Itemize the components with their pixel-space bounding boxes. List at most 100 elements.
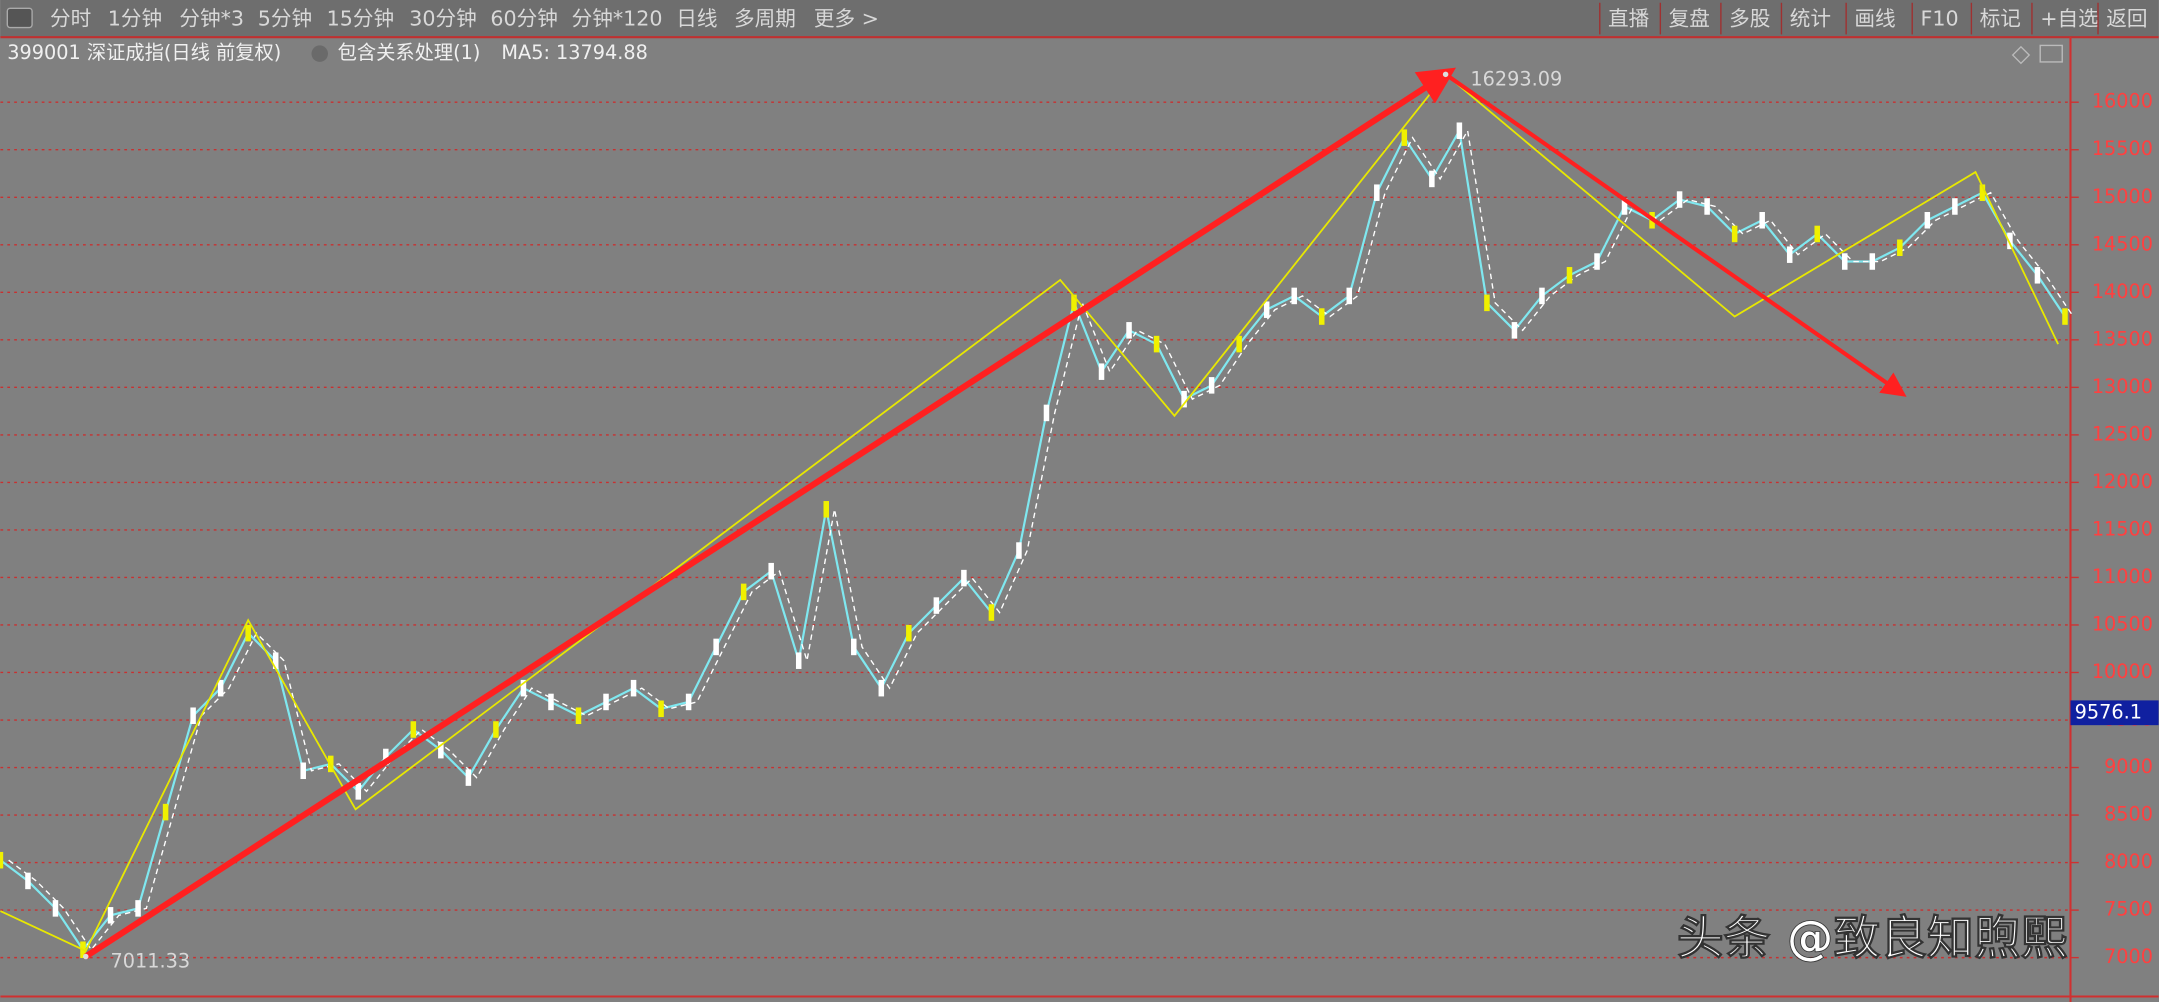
candle [1456,122,1463,139]
candle [25,872,31,890]
annotation-point [1442,71,1449,78]
candle [1897,239,1903,256]
y-tick-label: 8000 [2104,850,2153,873]
period-tab[interactable]: 5分钟 [258,6,312,30]
candle [1759,212,1765,229]
candle [245,624,251,642]
candle [1952,198,1958,215]
candle [1621,198,1628,215]
candle [1511,322,1518,339]
tool-tab[interactable]: F10 [1920,6,1958,30]
y-tick-label: 8500 [2104,803,2153,826]
candle [961,569,967,587]
y-tick-label: 12000 [2092,470,2153,493]
y-tick-label: 15000 [2092,185,2153,208]
candle [410,721,417,738]
period-tab[interactable]: 分时 [50,6,91,30]
current-price-box [2070,700,2159,726]
y-tick-label: 14000 [2092,280,2153,303]
candle [988,604,995,621]
zigzag-line [0,73,2059,953]
candle [1484,294,1490,312]
candle [355,783,362,800]
candle [1346,287,1353,305]
candle [1924,212,1931,229]
period-tab[interactable]: 1分钟 [108,6,162,30]
tool-tab[interactable]: 统计 [1790,6,1831,30]
tool-tab[interactable]: 多股 [1729,6,1770,30]
ma-line [8,128,2074,951]
trend-arrow [1444,72,1907,397]
candle [1263,301,1270,318]
candle [658,700,664,718]
candle [1401,129,1408,146]
candle [1704,198,1710,215]
period-tab[interactable]: 60分钟 [490,6,558,30]
tool-tab[interactable]: 复盘 [1669,6,1710,30]
candle [1566,267,1573,284]
period-tab[interactable]: 30分钟 [409,6,477,30]
period-tab[interactable]: 15分钟 [327,6,395,30]
candle [1016,542,1022,559]
candle [548,693,554,711]
diamond-icon[interactable] [2011,45,2031,65]
candle [1676,191,1683,208]
candle [685,693,692,711]
period-tab[interactable]: 日线 [676,6,717,30]
y-tick-label: 12500 [2092,422,2153,445]
candle [135,900,141,917]
y-tick-label: 10500 [2092,612,2153,635]
candle [1208,377,1215,394]
candle [162,803,169,821]
candle [906,624,912,642]
candle [465,769,472,786]
candle [851,638,857,656]
annotation: 7011.33 [111,950,191,973]
tool-tab[interactable]: 直播 [1608,6,1650,30]
candle [2007,232,2013,250]
tool-tab[interactable]: +自选 [2040,6,2099,30]
candle [1153,335,1160,353]
candle [1429,170,1435,188]
y-tick-label: 7000 [2104,945,2153,968]
candle [1594,253,1600,270]
y-tick-label: 14500 [2092,232,2153,255]
period-tab[interactable]: 多周期 [734,6,796,30]
candle [52,900,59,917]
period-tab[interactable]: 更多 > [814,6,879,30]
candle [878,679,885,697]
tool-tab[interactable]: 画线 [1854,6,1895,30]
tool-tab[interactable]: 标记 [1980,6,2021,30]
candle [768,562,774,580]
candle [1318,308,1325,325]
candle [217,679,224,697]
candle [1731,225,1738,243]
symbol: 399001 深证成指(日线 前复权) [7,41,281,64]
candle [713,638,719,656]
toolbar [0,0,2159,38]
candle [2034,267,2041,284]
panel-icon[interactable] [2039,44,2063,63]
y-tick-label: 10000 [2092,660,2153,683]
period-tab[interactable]: 分钟*120 [572,6,663,30]
indicator-icon[interactable] [311,45,328,62]
period-tab[interactable]: 分钟*3 [179,6,244,30]
y-tick-label: 11000 [2092,565,2153,588]
candle [933,597,940,614]
candle [603,693,609,711]
candle [1126,322,1132,339]
y-tick-label: 9000 [2104,755,2153,778]
y-tick-label: 15500 [2092,137,2153,160]
tool-tab[interactable]: 返回 [2106,6,2147,30]
indicator: 包含关系处理(1) [338,41,481,64]
menu-icon[interactable] [6,7,33,29]
candle [1071,294,1077,312]
candle [1236,335,1242,353]
candle [272,652,279,669]
y-tick-label: 13500 [2092,327,2153,350]
candle [1291,287,1297,305]
candle [1181,390,1187,408]
